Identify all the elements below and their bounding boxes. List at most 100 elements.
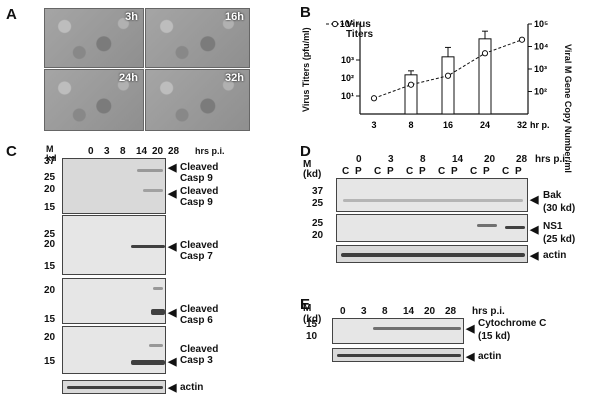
marker-label: 25 — [44, 229, 56, 240]
marker-label: 20 — [44, 239, 56, 250]
marker-label: 10 — [306, 331, 318, 342]
band — [343, 199, 523, 202]
arrow-icon: ◀ — [530, 250, 539, 262]
sublane-label: C — [406, 166, 414, 177]
blot-actin-c — [62, 380, 166, 394]
arrow-icon: ◀ — [168, 188, 177, 200]
sublane-label: C — [342, 166, 350, 177]
marker-label: 20 — [44, 285, 56, 296]
arrow-icon: ◀ — [530, 194, 539, 206]
blot-label: actin — [180, 382, 204, 393]
blot-label: actin — [543, 250, 567, 261]
x-axis-unit: hr p.i. — [530, 120, 550, 130]
blot-sublabel: (25 kd) — [543, 234, 576, 245]
band — [151, 309, 165, 315]
panel-e-unit: hrs p.i. — [472, 306, 505, 317]
sublane-label: P — [387, 166, 394, 177]
y-tick-label-right: 10⁴ — [534, 42, 548, 52]
lane-label: 20 — [424, 306, 436, 317]
x-tick-label: 16 — [443, 120, 453, 130]
sublane-label: P — [419, 166, 426, 177]
chart-legend-label: Virus Titers — [346, 19, 374, 40]
band — [153, 287, 163, 290]
timepoint-label: 0 — [356, 154, 362, 165]
y-tick-label-right: 10⁵ — [534, 19, 548, 29]
marker-label: 15 — [44, 356, 56, 367]
marker-label: 37 — [312, 186, 324, 197]
blot-label: Cytochrome C — [478, 318, 547, 329]
marker-label: 25 — [44, 172, 56, 183]
sublane-label: P — [355, 166, 362, 177]
band — [337, 354, 461, 357]
lane-label: 8 — [382, 306, 388, 317]
titer-point — [407, 81, 415, 88]
arrow-icon: ◀ — [168, 356, 177, 368]
lane-label: 20 — [152, 146, 164, 157]
lane-label: 8 — [120, 146, 126, 157]
micrograph-3h: 3h — [44, 8, 144, 68]
panel-c-letter: C — [6, 143, 17, 160]
blot-label: Cleaved Casp 9 — [180, 162, 219, 184]
lane-label: 0 — [340, 306, 346, 317]
x-tick-label: 24 — [480, 120, 490, 130]
band — [341, 253, 525, 257]
y-tick-label-left: 10³ — [341, 55, 354, 65]
micrograph-label: 16h — [225, 11, 244, 23]
timepoint-label: 20 — [484, 154, 496, 165]
arrow-icon: ◀ — [168, 382, 177, 394]
marker-label: 25 — [312, 198, 324, 209]
y-tick-label-right: 10³ — [534, 64, 547, 74]
timepoint-label: 8 — [420, 154, 426, 165]
timepoint-label: 28 — [516, 154, 528, 165]
marker-label: 15 — [44, 261, 56, 272]
titer-point — [518, 36, 526, 43]
y-tick-label-left: 10² — [341, 73, 354, 83]
titer-point — [481, 50, 489, 57]
arrow-icon: ◀ — [466, 323, 475, 335]
micrograph-label: 3h — [125, 11, 138, 23]
chart-ylabel-right: Viral M Gene Copy Number/ml — [563, 44, 573, 173]
lane-label: 3 — [361, 306, 367, 317]
blot-label: Cleaved Casp 9 — [180, 186, 219, 208]
blot-label: NS1 — [543, 221, 563, 232]
panel-d-marker-header: M (kd) — [303, 159, 322, 180]
marker-label: 15 — [306, 319, 318, 330]
blot-casp6 — [62, 278, 166, 324]
x-tick-label: 8 — [408, 120, 413, 130]
band — [131, 245, 165, 248]
arrow-icon: ◀ — [168, 162, 177, 174]
sublane-label: C — [438, 166, 446, 177]
band — [143, 189, 163, 192]
lane-label: 14 — [136, 146, 148, 157]
sublane-label: C — [470, 166, 478, 177]
lane-label: 14 — [403, 306, 415, 317]
y-tick-label-left: 10⁵ — [340, 19, 354, 29]
panel-c-marker-header: M kd — [46, 144, 57, 163]
blot-label: actin — [478, 351, 502, 362]
arrow-icon: ◀ — [466, 351, 475, 363]
band — [67, 386, 163, 389]
blot-casp3 — [62, 326, 166, 374]
band — [477, 224, 497, 227]
panel-e-marker-header: M (kd) — [303, 303, 322, 325]
marker-label: 20 — [44, 184, 56, 195]
blot-sublabel: (30 kd) — [543, 203, 576, 214]
micrograph-label: 24h — [119, 72, 138, 84]
x-tick-label: 32 — [517, 120, 527, 130]
sublane-label: P — [483, 166, 490, 177]
blot-label: Bak — [543, 190, 562, 201]
band — [131, 360, 165, 365]
band — [505, 226, 525, 229]
blot-actin-d — [336, 245, 528, 263]
blot-cytochrome-c — [332, 318, 464, 344]
bar — [404, 74, 418, 115]
lane-label: 28 — [445, 306, 457, 317]
lane-label: 3 — [104, 146, 110, 157]
y-tick-label-left: 10¹ — [341, 91, 354, 101]
panel-b-letter: B — [300, 4, 311, 21]
blot-ns1 — [336, 214, 528, 242]
y-tick-label-right: 10² — [534, 87, 547, 97]
sublane-label: P — [451, 166, 458, 177]
chart-ylabel-left: Virus Titers (pfu/ml) — [301, 27, 311, 112]
